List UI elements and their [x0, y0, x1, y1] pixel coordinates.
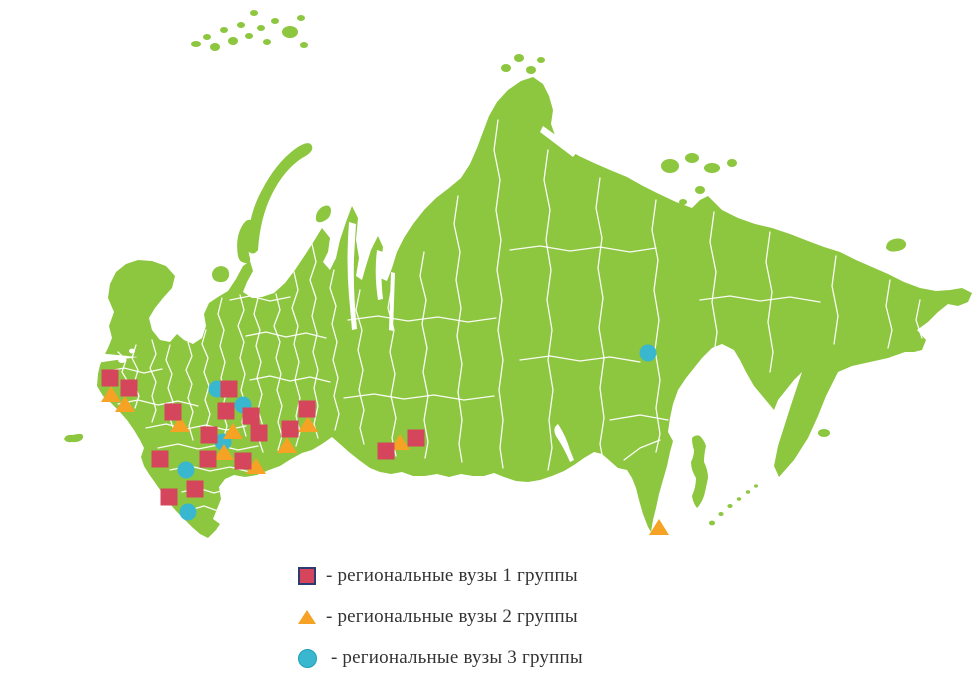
island-shantar — [818, 429, 830, 437]
taz-gulf — [375, 250, 383, 300]
island-novaya-zemlya-south — [237, 219, 255, 264]
group2-triangle-marker — [101, 386, 121, 402]
group1-square-marker — [151, 450, 169, 468]
island-novaya-zemlya-north — [247, 143, 313, 254]
lake-baikal — [554, 424, 574, 462]
group3-circle-marker — [639, 344, 657, 362]
islands-franz-josef-land — [191, 10, 308, 51]
group1-square-marker — [377, 442, 395, 460]
group1-square-marker — [200, 426, 218, 444]
group2-triangle-marker — [298, 416, 318, 432]
mainland — [97, 77, 972, 538]
legend-row-group3: - региональные вузы 3 группы — [296, 645, 583, 671]
group1-square-marker — [220, 380, 238, 398]
island-vaygach — [315, 205, 331, 223]
legend-label-group2: - региональные вузы 2 группы — [326, 606, 578, 627]
legend-row-group1: - региональные вузы 1 группы — [296, 563, 583, 589]
group2-triangle-marker — [246, 458, 266, 474]
legend-label-group3: - региональные вузы 3 группы — [326, 647, 583, 668]
legend-label-group1: - региональные вузы 1 группы — [326, 565, 578, 586]
group1-square-marker — [186, 480, 204, 498]
legend: - региональные вузы 1 группы - региональ… — [296, 563, 583, 671]
group2-triangle-marker — [115, 396, 135, 412]
sea-overlays — [96, 126, 578, 462]
group1-square-marker — [160, 488, 178, 506]
group2-triangle-marker — [223, 423, 243, 439]
islands-new-siberian — [661, 153, 737, 205]
khatanga-gulf — [540, 126, 578, 157]
legend-row-group2: - региональные вузы 2 группы — [296, 604, 583, 630]
group1-square-marker — [120, 379, 138, 397]
group1-square-marker — [217, 402, 235, 420]
island-wrangel — [886, 238, 907, 252]
group1-square-marker — [242, 407, 260, 425]
islands-severnaya-zemlya — [501, 54, 545, 74]
group1-square-marker — [250, 424, 268, 442]
group1-square-marker — [164, 403, 182, 421]
island-kolguev — [212, 266, 230, 283]
group1-square-marker — [407, 429, 425, 447]
group2-triangle-marker — [170, 416, 190, 432]
ob-gulf — [347, 222, 357, 330]
island-kaliningrad — [64, 433, 84, 443]
university-markers — [101, 344, 669, 535]
group2-triangle-marker — [649, 519, 669, 535]
yenisei-mouth — [389, 272, 395, 331]
group3-circle-marker — [179, 503, 197, 521]
islands-kurils — [709, 484, 758, 526]
group3-circle-icon — [296, 645, 326, 671]
group1-square-marker — [281, 420, 299, 438]
group3-circle-marker — [177, 461, 195, 479]
lake-onega — [129, 348, 135, 354]
group2-triangle-marker — [390, 434, 410, 450]
group2-triangle-icon — [296, 604, 326, 630]
group1-square-icon — [296, 563, 326, 589]
group1-square-marker — [234, 452, 252, 470]
group2-triangle-marker — [277, 437, 297, 453]
lake-ladoga — [118, 357, 126, 363]
group1-square-marker — [298, 400, 316, 418]
group2-triangle-marker — [214, 444, 234, 460]
island-sakhalin — [691, 435, 708, 508]
gulf-of-finland — [96, 353, 138, 363]
landmass — [64, 10, 972, 538]
group1-square-marker — [101, 369, 119, 387]
group1-square-marker — [199, 450, 217, 468]
